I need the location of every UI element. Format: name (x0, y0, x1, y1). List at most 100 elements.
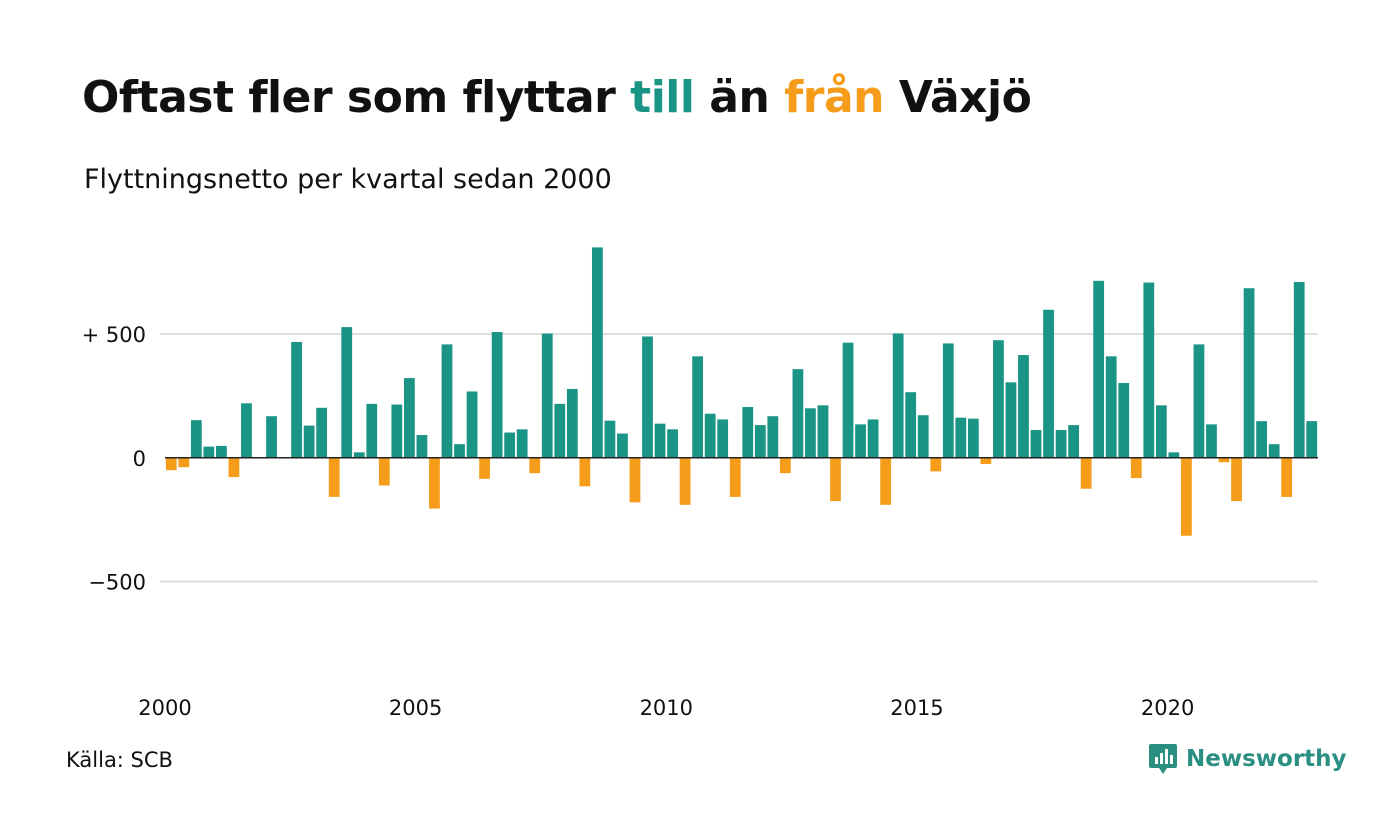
bar (642, 336, 653, 458)
bar (742, 407, 754, 458)
bar (303, 425, 315, 458)
chart-subtitle: Flyttningsnetto per kvartal sedan 2000 (84, 164, 612, 195)
y-tick-label: + 500 (82, 323, 146, 347)
bar (1155, 405, 1167, 458)
bar (993, 340, 1004, 458)
bar (1143, 282, 1155, 458)
bar (579, 457, 591, 487)
bar (1281, 457, 1293, 497)
bar (1105, 356, 1117, 458)
bar (729, 457, 741, 497)
bar (353, 452, 365, 458)
bar (1118, 383, 1130, 458)
bar (1181, 457, 1192, 536)
bar (228, 457, 240, 478)
bar (1231, 457, 1242, 502)
bar (541, 333, 553, 458)
chart-title: Oftast fler som flyttar till än från Väx… (82, 72, 1032, 123)
x-tick-label: 2020 (1141, 696, 1194, 720)
x-tick-label: 2015 (890, 696, 943, 720)
bar (955, 417, 967, 458)
bar (604, 420, 616, 458)
bar (917, 415, 929, 458)
bar (1005, 382, 1017, 458)
brand: Newsworthy (1148, 742, 1347, 776)
bar (1093, 280, 1105, 458)
bar (404, 378, 415, 458)
bar (1030, 430, 1042, 458)
bar (241, 403, 252, 458)
bar (1068, 425, 1080, 458)
bar (1043, 309, 1054, 458)
bar (591, 247, 603, 458)
bar (316, 407, 328, 458)
bar (190, 420, 202, 458)
title-mid: än (709, 72, 770, 123)
bar (529, 457, 541, 474)
bar (366, 403, 378, 458)
bar (617, 433, 628, 458)
bar (792, 369, 804, 458)
bar (867, 419, 879, 458)
bar (554, 403, 566, 458)
bar (266, 416, 277, 458)
bar (880, 457, 892, 505)
bar (1206, 424, 1217, 458)
bar (704, 413, 716, 458)
bar (629, 457, 641, 503)
bar (967, 418, 979, 458)
title-part1: Oftast fler som flyttar (82, 72, 616, 123)
bar (516, 429, 528, 458)
bar (1256, 421, 1267, 458)
bar (491, 332, 503, 458)
bar (842, 342, 854, 458)
brand-name: Newsworthy (1186, 746, 1347, 772)
bar (454, 444, 465, 458)
bar (905, 392, 917, 458)
bar (341, 327, 353, 458)
bar (291, 341, 302, 458)
bar (805, 408, 816, 458)
bar (479, 457, 490, 479)
bar (416, 435, 428, 458)
bar (441, 344, 453, 458)
bar (942, 343, 954, 458)
bar (767, 416, 779, 458)
newsworthy-logo-icon (1149, 744, 1177, 774)
y-tick-label: −500 (88, 571, 146, 595)
bar (717, 419, 729, 458)
x-tick-label: 2005 (389, 696, 442, 720)
bar (1168, 452, 1180, 458)
bar (779, 457, 791, 474)
bar (178, 457, 190, 468)
bar (1293, 282, 1305, 458)
bar (566, 388, 578, 458)
bar (1193, 344, 1205, 458)
bar (378, 457, 390, 486)
bar (754, 425, 766, 458)
bar (1018, 355, 1029, 458)
bar (203, 446, 215, 458)
bar (1243, 288, 1255, 458)
bar (817, 405, 829, 458)
bar (1055, 430, 1067, 458)
bar (855, 424, 866, 458)
bar (1268, 444, 1280, 458)
title-till: till (630, 72, 695, 123)
bar (930, 457, 942, 472)
bar (1306, 421, 1318, 458)
title-fran: från (784, 72, 884, 123)
bar (216, 445, 227, 458)
bar (504, 432, 516, 458)
bar (429, 457, 440, 509)
bar (692, 356, 704, 458)
bar (328, 457, 340, 497)
bar (892, 333, 904, 458)
bar (679, 457, 691, 505)
bar (980, 457, 992, 464)
bar (830, 457, 841, 502)
bar (165, 457, 177, 471)
x-tick-label: 2000 (138, 696, 191, 720)
bar (391, 404, 403, 458)
